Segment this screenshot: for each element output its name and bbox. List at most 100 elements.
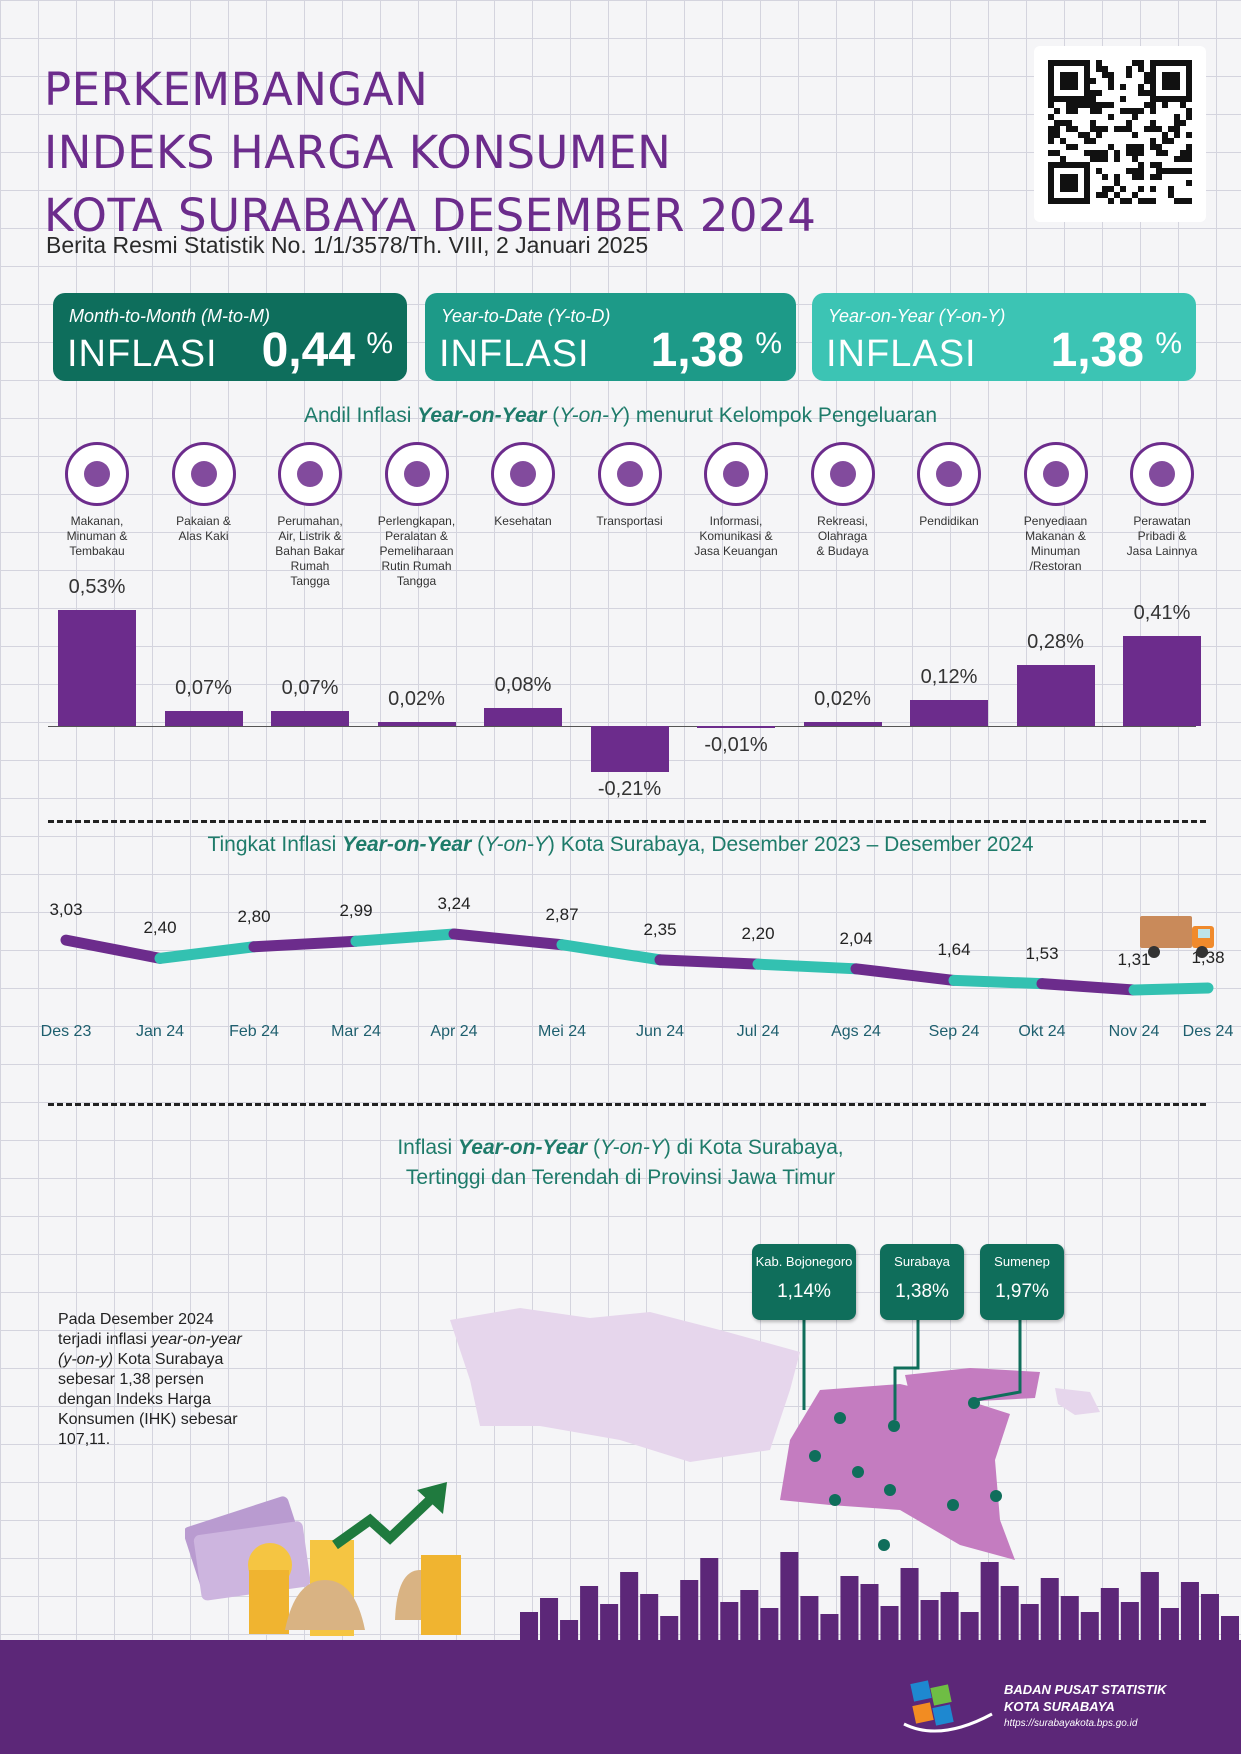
category-label: Perlengkapan, Peralatan & Pemeliharaan Ruti… xyxy=(377,514,456,588)
city-dots xyxy=(809,1397,1002,1551)
city-dot xyxy=(852,1466,864,1478)
month-tick-label: Feb 24 xyxy=(229,1023,279,1040)
card-unit: % xyxy=(366,327,393,360)
line-value-label: 2,04 xyxy=(839,928,873,948)
line-segment xyxy=(556,939,666,966)
soccer-player-icon xyxy=(810,442,875,506)
line-value-label: 2,35 xyxy=(643,919,677,939)
card-label: Year-on-Year (Y-on-Y) xyxy=(828,306,1006,326)
callout-sumenep: Sumenep 1,97% xyxy=(980,1244,1064,1320)
card-y-to-d: Year-to-Date (Y-to-D) INFLASI 1,38 % xyxy=(425,293,796,381)
line-segment xyxy=(654,954,764,970)
card-value: 1,38 xyxy=(650,324,744,377)
house-icon xyxy=(278,442,342,506)
category-label: Makanan, Minuman & Tembakau xyxy=(66,514,128,558)
page-subtitle: Berita Resmi Statistik No. 1/1/3578/Th. … xyxy=(46,232,649,258)
month-tick-label: Sep 24 xyxy=(928,1023,980,1040)
qr-code-icon xyxy=(1048,60,1192,204)
qr-code[interactable] xyxy=(1034,46,1206,222)
map-title: Inflasi Year-on-Year (Y-on-Y) di Kota Su… xyxy=(397,1136,844,1189)
callout-name: Sumenep xyxy=(994,1254,1050,1269)
city-dot xyxy=(990,1490,1002,1502)
line-segment xyxy=(1036,978,1140,996)
callout-surabaya: Surabaya 1,38% xyxy=(880,1244,964,1320)
section-divider xyxy=(48,1103,1206,1106)
title-line-3: KOTA SURABAYA DESEMBER 2024 xyxy=(44,189,817,242)
bar xyxy=(271,710,349,726)
line-segment xyxy=(350,928,460,947)
line-value-label: 2,80 xyxy=(237,906,271,926)
line-segment xyxy=(850,963,960,986)
month-tick-label: Jan 24 xyxy=(135,1023,185,1040)
line-value-label: 3,24 xyxy=(437,894,471,913)
bar xyxy=(590,726,669,772)
footer-band xyxy=(0,1640,1241,1754)
summary-paragraph: Pada Desember 2024 terjadi inflasi year-… xyxy=(58,1311,242,1448)
bar xyxy=(484,708,562,726)
callout-value: 1,14% xyxy=(777,1281,831,1302)
bar-value-label: 0,12% xyxy=(920,665,978,688)
month-tick-label: Mei 24 xyxy=(537,1023,587,1040)
card-word: INFLASI xyxy=(826,333,977,375)
line-segment xyxy=(60,934,166,964)
card-m-to-m: Month-to-Month (M-to-M) INFLASI 0,44 % xyxy=(53,293,407,381)
plug-icon xyxy=(384,442,449,506)
category-label: Kesehatan xyxy=(494,514,552,528)
line-segment xyxy=(448,928,568,951)
card-word: INFLASI xyxy=(439,333,590,375)
bar xyxy=(1123,636,1201,726)
city-skyline xyxy=(520,1552,1239,1642)
bar xyxy=(1016,664,1095,726)
money-illustration xyxy=(183,1470,505,1645)
month-tick-label: Jul 24 xyxy=(736,1023,780,1040)
card-word: INFLASI xyxy=(67,333,218,375)
title-line-2: INDEKS HARGA KONSUMEN xyxy=(44,126,672,179)
bar-value-label: 0,07% xyxy=(175,676,232,699)
airplane-icon xyxy=(597,442,662,506)
line-segment xyxy=(1128,982,1214,996)
bar-value-label: 0,02% xyxy=(388,687,445,710)
section-divider xyxy=(48,820,1206,823)
card-unit: % xyxy=(1155,327,1182,360)
bar xyxy=(58,610,136,726)
line-value-label: 1,31 xyxy=(1117,950,1151,969)
month-tick-label: Nov 24 xyxy=(1108,1023,1160,1040)
city-dot xyxy=(884,1484,896,1496)
bps-logo-icon xyxy=(900,1676,996,1743)
grocery-basket-icon xyxy=(65,442,129,506)
card-label: Year-to-Date (Y-to-D) xyxy=(441,306,611,326)
city-dot xyxy=(834,1412,846,1424)
bar-value-label: 0,53% xyxy=(68,576,126,598)
bar-value-label: 0,28% xyxy=(1027,630,1084,653)
category-label: Pendidikan xyxy=(919,514,979,528)
line-chart-title: Tingkat Inflasi Year-on-Year (Y-on-Y) Ko… xyxy=(207,833,1034,856)
title-line-1: PERKEMBANGAN xyxy=(44,63,429,116)
month-tick-label: Des 23 xyxy=(40,1023,92,1040)
category-label: Informasi, Komunikasi & Jasa Keuangan xyxy=(694,514,778,558)
east-java-province xyxy=(780,1384,1015,1560)
category-label: Penyediaan Makanan & Minuman/Restoran xyxy=(1023,514,1088,573)
yoy-line-chart xyxy=(60,928,1214,996)
line-value-label: 2,87 xyxy=(545,904,579,924)
line-segment xyxy=(752,958,862,975)
bar xyxy=(697,726,775,729)
leader-surabaya xyxy=(893,1320,920,1420)
bar-value-label: 0,08% xyxy=(494,674,552,697)
smartphone-icon xyxy=(704,442,768,506)
card-label: Month-to-Month (M-to-M) xyxy=(69,306,271,326)
bps-url[interactable]: https://surabayakota.bps.go.id xyxy=(1004,1718,1138,1729)
callout-bojonegoro: Kab. Bojonegoro 1,14% xyxy=(752,1244,856,1320)
month-tick-label: Jun 24 xyxy=(635,1023,685,1040)
category-label: Perawatan Pribadi & Jasa Lainnya xyxy=(1126,514,1198,558)
line-segment xyxy=(248,935,362,953)
callout-name: Surabaya xyxy=(894,1254,950,1269)
city-dot xyxy=(809,1450,821,1462)
city-dot xyxy=(878,1539,890,1551)
java-island xyxy=(450,1308,800,1462)
scissors-comb-icon xyxy=(1130,442,1194,506)
city-dot xyxy=(888,1420,900,1432)
month-tick-label: Ags 24 xyxy=(831,1023,881,1040)
city-dot xyxy=(947,1499,959,1511)
line-value-label: 3,03 xyxy=(49,900,83,920)
city-dot xyxy=(829,1494,841,1506)
